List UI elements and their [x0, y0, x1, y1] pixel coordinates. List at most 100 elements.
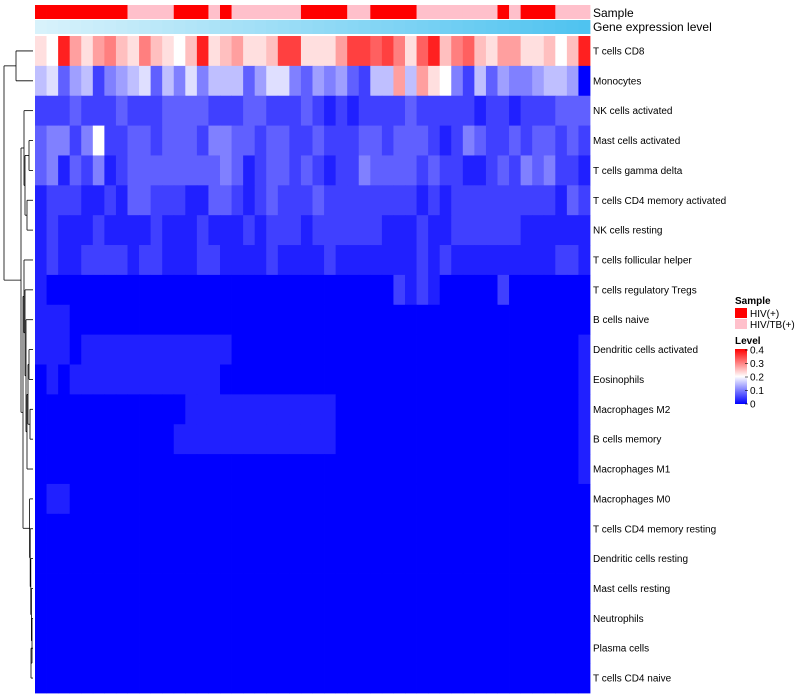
heatmap-cell: [231, 215, 244, 246]
row-label: Dendritic cells activated: [593, 345, 698, 356]
heatmap-cell: [451, 454, 464, 485]
heatmap-cell: [497, 36, 510, 67]
heatmap-cell: [532, 245, 545, 276]
heatmap-cell: [254, 95, 267, 126]
heatmap-cell: [566, 663, 579, 694]
heatmap-cell: [532, 483, 545, 515]
sample-annotation-cell: [277, 5, 290, 19]
heatmap-cell: [393, 454, 406, 485]
heatmap-cell: [416, 663, 429, 694]
heatmap-cell: [231, 394, 244, 425]
heatmap-cell: [185, 573, 198, 604]
heatmap-cell: [543, 573, 556, 604]
heatmap-cell: [381, 155, 394, 186]
row-label: Macrophages M1: [593, 465, 671, 476]
heatmap-cell: [451, 334, 464, 365]
heatmap-cell: [347, 483, 360, 515]
expression-annotation-cell: [509, 20, 522, 34]
heatmap-cell: [335, 36, 348, 67]
heatmap-cell: [196, 125, 209, 156]
heatmap-cell: [162, 663, 175, 694]
heatmap-cell: [416, 573, 429, 604]
heatmap-cell: [220, 483, 232, 515]
heatmap-cell: [497, 364, 510, 395]
heatmap-cell: [439, 304, 452, 336]
heatmap-cell: [127, 65, 140, 97]
heatmap-cell: [543, 65, 556, 97]
heatmap-cell: [104, 543, 117, 574]
heatmap-cell: [46, 633, 59, 664]
heatmap-cell: [115, 65, 128, 97]
heatmap-cell: [220, 125, 232, 156]
heatmap-cell: [451, 364, 464, 395]
heatmap-cell: [335, 424, 348, 455]
heatmap-cell: [300, 185, 313, 216]
legend-label-hiv: HIV(+): [750, 309, 779, 320]
heatmap-cell: [358, 603, 371, 634]
heatmap-cell: [127, 483, 140, 515]
heatmap-cell: [520, 364, 533, 395]
legend-swatch-hiv: [735, 308, 747, 318]
expression-annotation-cell: [220, 20, 232, 34]
heatmap-cell: [243, 36, 256, 67]
heatmap-cell: [312, 424, 325, 455]
heatmap-cell: [46, 543, 59, 574]
heatmap-cell: [520, 95, 533, 126]
heatmap-cell: [277, 424, 290, 455]
heatmap-cell: [520, 274, 533, 306]
heatmap-cell: [543, 513, 556, 545]
heatmap-cell: [566, 513, 579, 545]
heatmap-cell: [462, 304, 475, 336]
heatmap-cell: [162, 185, 175, 216]
expression-annotation-cell: [277, 20, 290, 34]
sample-annotation-cell: [358, 5, 371, 19]
expression-annotation-cell: [520, 20, 533, 34]
heatmap-cell: [474, 334, 487, 365]
heatmap-cell: [370, 125, 383, 156]
heatmap-cell: [266, 364, 279, 395]
heatmap-cell: [254, 364, 267, 395]
heatmap-cell: [243, 394, 256, 425]
heatmap-cell: [81, 424, 94, 455]
heatmap-cell: [150, 304, 163, 336]
heatmap-cell: [58, 334, 71, 365]
heatmap-cell: [416, 454, 429, 485]
heatmap-cell: [451, 603, 464, 634]
heatmap-cell: [104, 483, 117, 515]
heatmap-cell: [532, 274, 545, 306]
heatmap-cell: [439, 633, 452, 664]
heatmap-cell: [289, 65, 302, 97]
heatmap-cell: [185, 215, 198, 246]
heatmap-cell: [405, 454, 417, 485]
heatmap-cell: [462, 155, 475, 186]
heatmap-cell: [185, 424, 198, 455]
heatmap-cell: [532, 95, 545, 126]
heatmap-cell: [324, 543, 337, 574]
heatmap-cell: [451, 573, 464, 604]
heatmap-cell: [266, 633, 279, 664]
heatmap-cell: [185, 274, 198, 306]
heatmap-cell: [428, 513, 441, 545]
sample-annotation-cell: [300, 5, 313, 19]
heatmap-cell: [127, 95, 140, 126]
heatmap-cell: [208, 483, 221, 515]
expression-annotation-cell: [266, 20, 279, 34]
heatmap-cell: [312, 95, 325, 126]
heatmap-cell: [69, 573, 82, 604]
heatmap-cell: [208, 125, 221, 156]
heatmap-cell: [358, 483, 371, 515]
heatmap-cell: [220, 215, 232, 246]
heatmap-cell: [46, 364, 59, 395]
heatmap-cell: [35, 245, 47, 276]
expression-annotation-cell: [231, 20, 244, 34]
heatmap-cell: [139, 304, 152, 336]
heatmap-cell: [115, 245, 128, 276]
heatmap-cell: [289, 185, 302, 216]
heatmap-cell: [35, 364, 47, 395]
heatmap-cell: [266, 573, 279, 604]
heatmap-cell: [497, 543, 510, 574]
sample-annotation-cell: [150, 5, 163, 19]
expression-annotation-cell: [370, 20, 383, 34]
heatmap-cell: [35, 394, 47, 425]
heatmap-cell: [220, 274, 232, 306]
